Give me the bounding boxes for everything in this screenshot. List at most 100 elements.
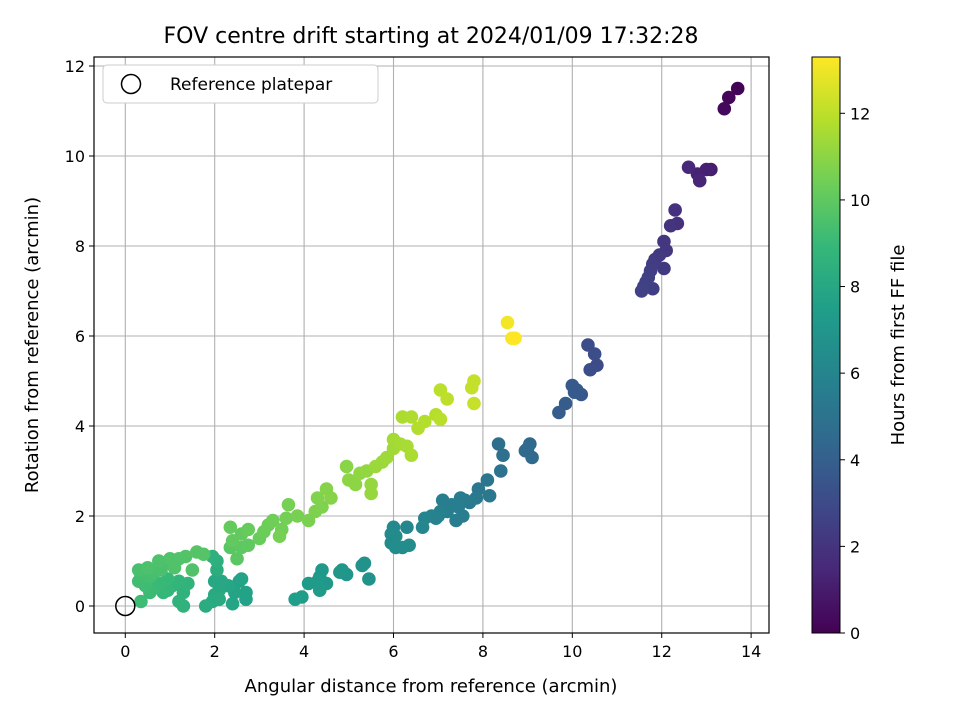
data-point — [433, 412, 448, 427]
data-point — [234, 572, 249, 586]
legend-box — [102, 64, 379, 104]
data-point — [496, 448, 510, 463]
data-point — [178, 549, 193, 564]
data-point — [500, 315, 515, 330]
data-point — [388, 529, 403, 544]
data-point — [552, 405, 566, 420]
chart-title: FOV centre drift starting at 2024/01/09 … — [164, 24, 699, 49]
data-point — [730, 81, 745, 96]
data-point — [491, 437, 506, 451]
x-tick-label: 4 — [299, 642, 309, 661]
data-point — [567, 385, 582, 400]
data-point — [167, 560, 182, 575]
colorbar-tick-label: 10 — [850, 191, 870, 210]
data-point — [290, 509, 305, 523]
y-tick-label: 10 — [65, 147, 85, 166]
data-point — [583, 362, 597, 377]
data-point — [663, 218, 678, 233]
data-point — [449, 513, 463, 528]
data-point — [310, 491, 325, 505]
data-point — [467, 396, 481, 411]
data-point — [525, 450, 539, 465]
data-point — [288, 592, 302, 607]
data-point — [480, 473, 495, 487]
data-point — [279, 511, 294, 526]
data-point — [152, 554, 166, 568]
legend-entry-reference: Reference platepar — [170, 75, 332, 95]
data-point — [493, 464, 508, 478]
data-point — [404, 448, 419, 463]
y-tick-label: 6 — [75, 327, 85, 346]
data-point — [348, 477, 363, 492]
data-point — [223, 520, 238, 535]
data-point — [634, 284, 649, 298]
data-point — [362, 572, 376, 586]
y-axis-label: Rotation from reference (arcmin) — [22, 197, 43, 493]
colorbar-tick-label: 4 — [850, 451, 860, 470]
data-point — [266, 513, 280, 528]
reference-point-marker — [115, 595, 136, 617]
x-tick-label: 8 — [478, 642, 488, 661]
y-axis-ticks: 0 2 4 6 8 10 12 — [65, 57, 94, 616]
data-point — [281, 497, 296, 512]
data-point — [508, 331, 522, 346]
data-point — [415, 520, 430, 535]
data-point — [482, 488, 497, 503]
data-point — [440, 392, 454, 406]
data-point — [185, 563, 200, 577]
data-point — [196, 547, 211, 562]
x-tick-label: 0 — [120, 642, 130, 661]
data-point — [402, 538, 416, 553]
y-tick-label: 8 — [75, 237, 85, 256]
colorbar-label: Hours from first FF file — [888, 245, 909, 446]
y-tick-label: 4 — [75, 417, 85, 436]
data-point — [333, 565, 347, 580]
x-tick-label: 2 — [210, 642, 220, 661]
colorbar-tick-label: 12 — [850, 104, 870, 123]
data-point — [312, 583, 327, 598]
y-tick-label: 0 — [75, 597, 85, 616]
legend-marker-reference — [120, 73, 142, 95]
colorbar-gradient — [811, 56, 841, 634]
x-tick-label: 6 — [388, 642, 398, 661]
colorbar-tick-label: 6 — [850, 364, 860, 383]
data-point — [404, 410, 419, 424]
data-point — [339, 459, 354, 474]
x-tick-label: 10 — [562, 642, 582, 661]
data-point — [241, 538, 256, 553]
data-points — [131, 81, 745, 613]
x-axis-ticks: 0 2 4 6 8 10 12 14 — [120, 633, 761, 661]
data-point — [241, 522, 256, 537]
data-point — [400, 520, 414, 535]
data-point — [668, 203, 682, 217]
x-axis-label: Angular distance from reference (arcmin) — [245, 676, 618, 697]
grid-lines — [94, 57, 769, 633]
data-point — [239, 585, 253, 600]
data-point — [355, 558, 370, 573]
x-tick-label: 14 — [741, 642, 761, 661]
data-point — [681, 160, 696, 175]
data-point — [657, 261, 671, 276]
data-point — [272, 529, 287, 544]
data-point — [587, 347, 602, 361]
data-point — [301, 576, 316, 591]
colorbar-ticks: 0 2 4 6 8 10 12 — [840, 104, 870, 643]
data-point — [212, 592, 226, 607]
data-point — [134, 594, 148, 609]
colorbar-tick-label: 0 — [850, 624, 860, 643]
data-point — [721, 90, 736, 105]
y-tick-label: 2 — [75, 507, 85, 526]
data-point — [417, 414, 432, 429]
x-tick-label: 12 — [652, 642, 672, 661]
colorbar: 0 2 4 6 8 10 12 Hours from first FF file — [811, 56, 909, 643]
data-point — [717, 101, 732, 116]
plot-frame — [93, 56, 770, 634]
legend: Reference platepar — [102, 64, 379, 104]
data-point — [198, 599, 213, 613]
colorbar-tick-label: 2 — [850, 537, 860, 556]
data-point — [140, 560, 155, 575]
colorbar-tick-label: 8 — [850, 278, 860, 297]
y-tick-label: 12 — [65, 57, 85, 76]
data-point — [467, 374, 481, 388]
data-point — [225, 596, 240, 611]
